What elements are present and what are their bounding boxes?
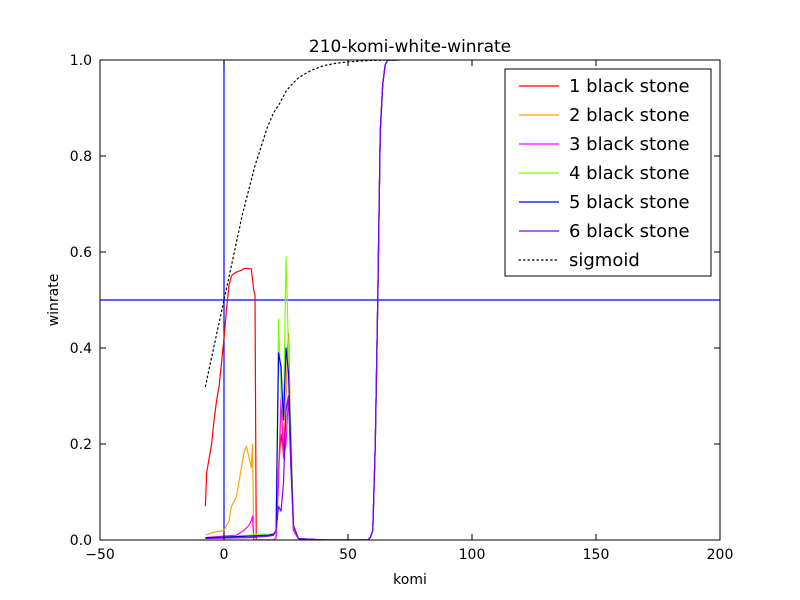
legend-label-2: 2 black stone — [569, 105, 690, 126]
legend-label-3: 3 black stone — [569, 134, 690, 155]
legend-label-4: 4 black stone — [569, 163, 690, 184]
plot-area: −50 0 50 100 150 200 0.0 0.2 0.4 0.6 0.8 1.0 — [70, 53, 734, 563]
y-tick-label: 0.6 — [70, 245, 92, 261]
legend: 1 black stone 2 black stone 3 black stone 4… — [504, 68, 712, 277]
x-tick-label: 150 — [583, 547, 610, 563]
x-tick-label: 200 — [707, 547, 734, 563]
x-axis-title: komi — [393, 572, 427, 588]
y-tick-label: 0.0 — [70, 533, 92, 549]
series-line-7 — [204, 60, 399, 387]
y-tick-label: 1.0 — [70, 53, 92, 69]
x-tick-label: 0 — [220, 547, 229, 563]
legend-label-1: 1 black stone — [569, 76, 690, 97]
y-tick-label: 0.4 — [70, 341, 92, 357]
plot-frame — [99, 59, 721, 541]
series-line-6 — [205, 60, 398, 540]
y-axis-title: winrate — [46, 274, 62, 327]
legend-label-6: 6 black stone — [569, 221, 690, 242]
x-tick-label: 100 — [459, 547, 486, 563]
series-group — [204, 60, 399, 540]
x-tick-label: 50 — [339, 547, 357, 563]
y-tick-label: 0.2 — [70, 437, 92, 453]
legend-label-5: 5 black stone — [569, 192, 690, 213]
chart-title: 210-komi-white-winrate — [309, 37, 511, 57]
x-tick-label: −50 — [85, 547, 115, 563]
y-tick-label: 0.8 — [70, 149, 92, 165]
legend-label-7: sigmoid — [569, 250, 640, 271]
